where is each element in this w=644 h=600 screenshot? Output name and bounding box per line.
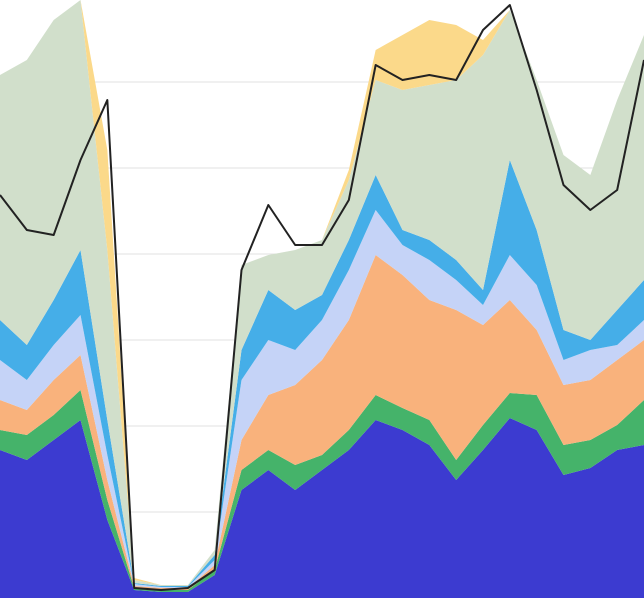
area: [0, 255, 644, 590]
area: [0, 390, 644, 592]
line: [0, 4, 644, 591]
area: [0, 418, 644, 598]
area: [0, 0, 644, 586]
